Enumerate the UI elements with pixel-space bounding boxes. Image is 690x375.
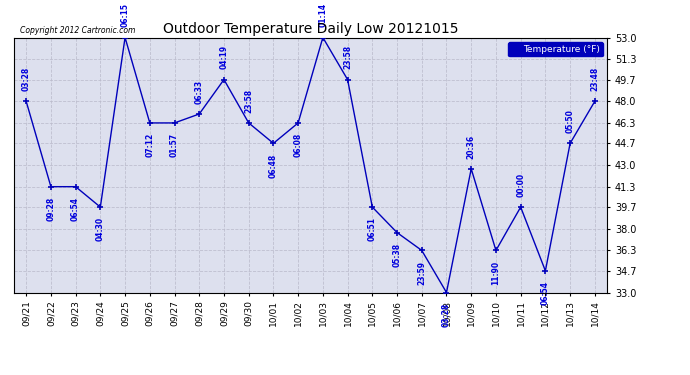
Text: 23:48: 23:48 bbox=[591, 67, 600, 91]
Text: 23:58: 23:58 bbox=[244, 88, 253, 113]
Text: 06:51: 06:51 bbox=[368, 217, 377, 241]
Text: 23:59: 23:59 bbox=[417, 261, 426, 285]
Text: 06:54: 06:54 bbox=[71, 197, 80, 221]
Text: 01:14: 01:14 bbox=[318, 3, 327, 27]
Text: 07:12: 07:12 bbox=[146, 133, 155, 158]
Text: 04:30: 04:30 bbox=[96, 217, 105, 242]
Text: 20:36: 20:36 bbox=[466, 135, 475, 159]
Text: 23:58: 23:58 bbox=[343, 45, 352, 69]
Text: 11:90: 11:90 bbox=[491, 261, 500, 285]
Legend: Temperature (°F): Temperature (°F) bbox=[508, 42, 602, 56]
Text: 00:00: 00:00 bbox=[516, 173, 525, 197]
Text: 03:28: 03:28 bbox=[442, 303, 451, 327]
Title: Outdoor Temperature Daily Low 20121015: Outdoor Temperature Daily Low 20121015 bbox=[163, 22, 458, 36]
Text: 03:28: 03:28 bbox=[21, 67, 30, 91]
Text: 05:38: 05:38 bbox=[393, 243, 402, 267]
Text: 06:15: 06:15 bbox=[121, 3, 130, 27]
Text: Copyright 2012 Cartronic.com: Copyright 2012 Cartronic.com bbox=[20, 26, 135, 35]
Text: 01:57: 01:57 bbox=[170, 133, 179, 157]
Text: 06:08: 06:08 bbox=[294, 133, 303, 158]
Text: 04:19: 04:19 bbox=[219, 45, 228, 69]
Text: 06:33: 06:33 bbox=[195, 80, 204, 104]
Text: 06:48: 06:48 bbox=[269, 153, 278, 178]
Text: 09:28: 09:28 bbox=[46, 197, 55, 221]
Text: 06:54: 06:54 bbox=[541, 281, 550, 305]
Text: 05:50: 05:50 bbox=[566, 109, 575, 133]
